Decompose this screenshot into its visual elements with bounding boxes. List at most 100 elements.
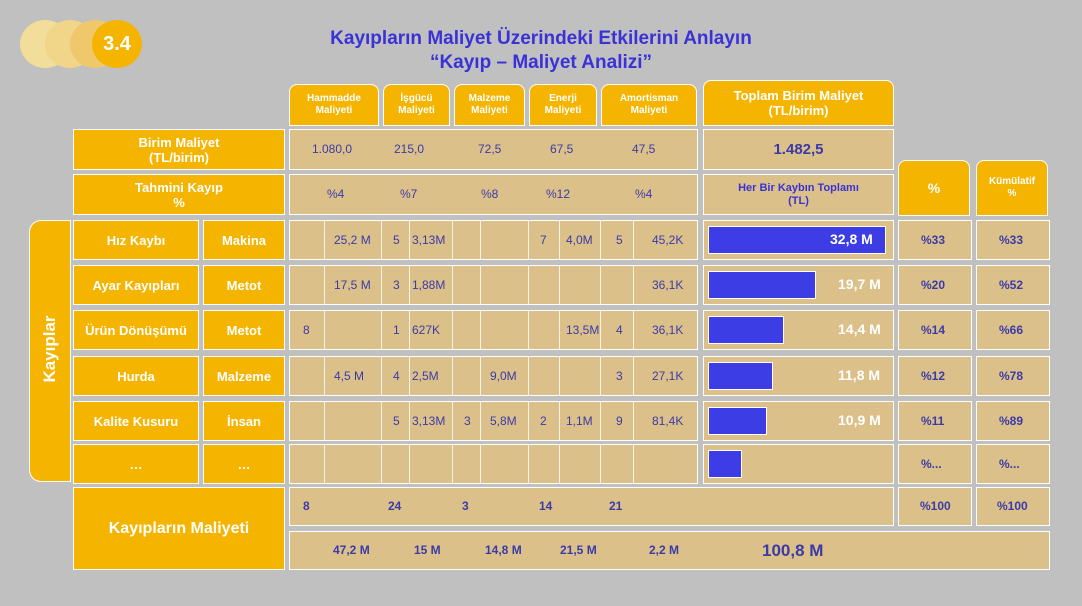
total-label: Kayıpların Maliyeti [73,487,285,570]
loss-cum-cell [976,220,1050,260]
column-divider [480,356,481,396]
loss-name: Ayar Kayıpları [73,265,199,305]
column-divider [600,444,601,484]
column-divider [633,265,634,305]
column-divider [324,265,325,305]
loss-name: Hurda [73,356,199,396]
loss-cell-value: 27,1K [652,369,684,383]
cum-header: Kümülatif % [976,160,1048,216]
loss-cell-value: 2,5M [412,369,439,383]
loss-cell-value: 2 [540,414,547,428]
est-loss-amortisman: %4 [635,187,653,201]
header-enerji: Enerji Maliyeti [529,84,597,126]
unit-cost-hammadde: 1.080,0 [312,142,353,156]
column-divider [324,444,325,484]
column-divider [559,265,560,305]
column-divider [633,356,634,396]
header-toplam: Toplam Birim Maliyet (TL/birim) [703,80,894,126]
loss-cell-value: 4,0M [566,233,593,247]
loss-cell-value: 5 [393,233,400,247]
column-divider [633,310,634,350]
unit-cost-malzeme: 72,5 [478,142,502,156]
loss-cell-value: 36,1K [652,278,684,292]
est-loss-iscilik: %7 [400,187,418,201]
total-cost-malzeme: 14,8 M [485,543,522,557]
slide-number-badge: 3.4 [92,20,142,68]
column-divider [381,356,382,396]
column-divider [324,356,325,396]
column-divider [452,401,453,441]
unit-cost-total: 1.482,5 [773,141,824,158]
column-divider [381,401,382,441]
loss-cell-value: 9 [616,414,623,428]
total-costs-row [289,531,1050,570]
loss-pct: %33 [921,233,946,247]
loss-values-row [289,220,698,260]
column-divider [452,220,453,260]
loss-type: Makina [203,220,285,260]
loss-cum-cell [976,401,1050,441]
loss-values-row [289,356,698,396]
est-loss-label: Tahmini Kayıp % [73,174,285,215]
loss-pct: %11 [921,414,945,428]
column-divider [528,310,529,350]
loss-type: İnsan [203,401,285,441]
column-divider [528,265,529,305]
loss-pct-cell [898,265,972,305]
column-divider [381,265,382,305]
column-divider [600,356,601,396]
loss-values-row [289,265,698,305]
total-cost-hammadde: 47,2 M [333,543,370,557]
loss-type: Metot [203,265,285,305]
total-cost-iscilik: 15 M [414,543,441,557]
loss-cell-value: 81,4K [652,414,684,428]
loss-cell-value: 3 [464,414,471,428]
loss-values-row [289,401,698,441]
loss-cell-value: 8 [303,323,310,337]
unit-cost-amortisman: 47,5 [632,142,656,156]
each-total-header-cell: Her Bir Kaybın Toplamı (TL) [703,174,894,215]
loss-total-bar [708,316,784,344]
loss-type: Malzeme [203,356,285,396]
est-loss-enerji: %12 [546,187,571,201]
loss-values-row [289,310,698,350]
loss-cum-cell [976,265,1050,305]
loss-cum-cell [976,356,1050,396]
column-divider [452,356,453,396]
unit-cost-enerji: 67,5 [550,142,574,156]
unit-cost-iscilik: 215,0 [394,142,425,156]
loss-name: … [73,444,199,484]
header-amortisman: Amortisman Maliyeti [601,84,697,126]
column-divider [600,220,601,260]
total-count-malzeme: 3 [462,499,469,513]
column-divider [480,220,481,260]
slide-number: 3.4 [103,32,131,55]
est-loss-malzeme: %8 [481,187,499,201]
column-divider [528,220,529,260]
loss-cell-value: 1 [393,323,400,337]
pct-header: % [898,160,970,216]
loss-cell-value: 36,1K [652,323,684,337]
loss-cell-value: 7 [540,233,547,247]
column-divider [600,265,601,305]
loss-total-bar [708,450,742,478]
loss-name: Hız Kaybı [73,220,199,260]
column-divider [633,401,634,441]
loss-cum: %78 [999,369,1024,383]
column-divider [452,265,453,305]
loss-cum: %89 [999,414,1024,428]
column-divider [324,220,325,260]
column-divider [528,401,529,441]
total-count-iscilik: 24 [388,499,402,513]
column-divider [409,265,410,305]
est-loss-values [289,174,698,215]
loss-cell-value: 17,5 M [334,278,371,292]
loss-pct: %20 [921,278,946,292]
loss-pct: %12 [921,369,946,383]
loss-cum: %66 [999,323,1024,337]
loss-total-bar [708,407,767,435]
loss-pct: %... [921,457,942,471]
column-divider [480,444,481,484]
loss-type: … [203,444,285,484]
column-divider [381,220,382,260]
